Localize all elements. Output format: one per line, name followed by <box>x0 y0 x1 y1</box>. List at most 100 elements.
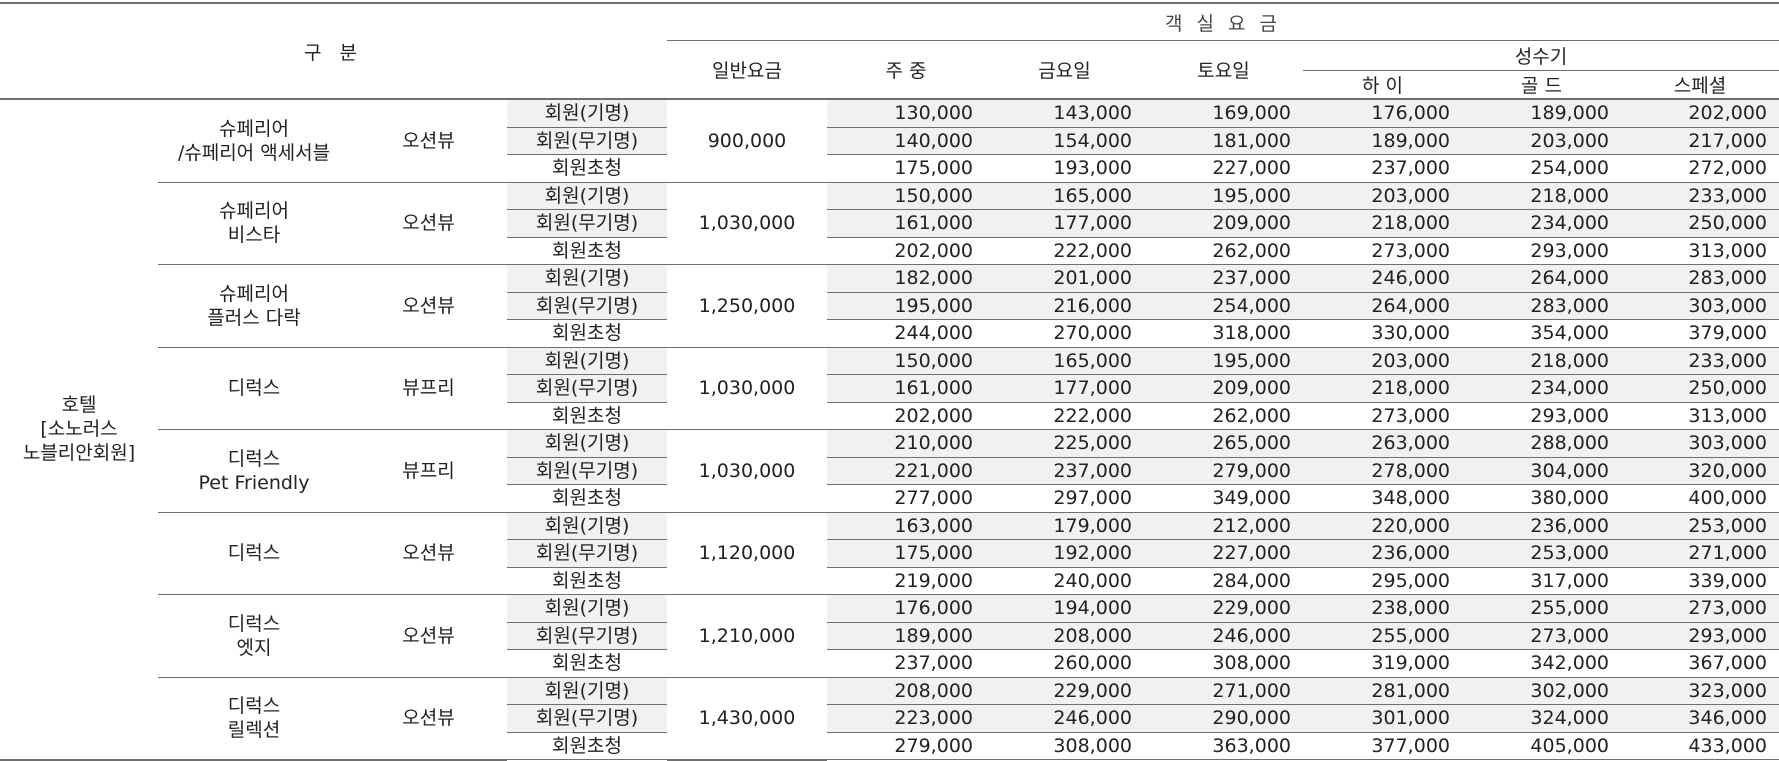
rate-cell-gold: 218,000 <box>1462 347 1621 375</box>
rate-cell-special: 379,000 <box>1621 319 1779 348</box>
rate-cell-special: 313,000 <box>1621 237 1779 265</box>
rate-cell-high: 273,000 <box>1303 402 1462 430</box>
rate-cell-friday: 143,000 <box>985 99 1144 128</box>
room-type-cell: 슈페리어/슈페리어 액세서블 <box>158 99 350 183</box>
rate-cell-gold: 293,000 <box>1462 237 1621 265</box>
member-type-cell: 회원(기명) <box>507 264 667 293</box>
general-rate-cell: 1,210,000 <box>667 594 827 678</box>
rate-cell-weekday: 175,000 <box>827 154 985 183</box>
member-type-cell: 회원(무기명) <box>507 374 667 403</box>
view-type-cell: 오션뷰 <box>350 264 507 348</box>
rate-cell-friday: 240,000 <box>985 567 1144 595</box>
member-type-cell: 회원(무기명) <box>507 292 667 320</box>
view-type-cell: 오션뷰 <box>350 182 507 265</box>
rate-cell-saturday: 308,000 <box>1144 649 1303 678</box>
rate-cell-saturday: 271,000 <box>1144 677 1303 705</box>
rate-cell-weekday: 176,000 <box>827 594 985 623</box>
header-saturday: 토요일 <box>1144 40 1303 100</box>
rate-cell-friday: 222,000 <box>985 237 1144 265</box>
table-row: 회원초청 277,000 297,000 349,000 348,000 380,000 4… <box>0 484 1779 513</box>
rate-cell-friday: 165,000 <box>985 182 1144 210</box>
rate-cell-special: 202,000 <box>1621 99 1779 128</box>
rate-cell-saturday: 284,000 <box>1144 567 1303 595</box>
rate-cell-friday: 229,000 <box>985 677 1144 705</box>
rate-cell-special: 313,000 <box>1621 402 1779 430</box>
header-gold: 골 드 <box>1462 70 1621 100</box>
rate-cell-friday: 237,000 <box>985 457 1144 485</box>
rate-cell-gold: 380,000 <box>1462 484 1621 513</box>
room-type-line1: 디럭스 <box>227 447 281 470</box>
rate-cell-high: 319,000 <box>1303 649 1462 678</box>
rate-cell-high: 295,000 <box>1303 567 1462 595</box>
general-rate-cell: 900,000 <box>667 99 827 183</box>
rate-cell-special: 320,000 <box>1621 457 1779 485</box>
rate-cell-gold: 218,000 <box>1462 182 1621 210</box>
room-type-line2: 플러스 다락 <box>207 306 301 329</box>
member-type-cell: 회원초청 <box>507 402 667 430</box>
rate-cell-high: 377,000 <box>1303 732 1462 760</box>
table-row: 호텔 [소노러스 노블리안회원] 슈페리어/슈페리어 액세서블 오션뷰 회원(기명) 900… <box>0 99 1779 761</box>
rate-cell-special: 303,000 <box>1621 292 1779 320</box>
rate-cell-weekday: 221,000 <box>827 457 985 485</box>
table-row: 회원초청 219,000 240,000 284,000 295,000 317,000 3… <box>0 567 1779 595</box>
member-type-cell: 회원(기명) <box>507 182 667 210</box>
room-type-line2: 엣지 <box>236 636 272 659</box>
rate-cell-gold: 288,000 <box>1462 429 1621 458</box>
table-row: 회원초청 202,000 222,000 262,000 273,000 293,000 3… <box>0 237 1779 265</box>
rate-cell-high: 237,000 <box>1303 154 1462 183</box>
table-row: 회원(무기명) 175,000 192,000 227,000 236,000 253,0… <box>0 539 1779 568</box>
room-type-line1: 디럭스 <box>227 695 281 717</box>
table-row: 회원(무기명) 161,000 177,000 209,000 218,000 234,0… <box>0 209 1779 238</box>
rate-cell-gold: 405,000 <box>1462 732 1621 760</box>
rate-cell-gold: 342,000 <box>1462 649 1621 678</box>
table-row: 디럭스 릴렉션 오션뷰 회원(기명) 1,430,000 208,000 229,000 27… <box>0 677 1779 761</box>
rate-cell-friday: 201,000 <box>985 264 1144 293</box>
rate-cell-weekday: 150,000 <box>827 347 985 375</box>
rate-cell-special: 283,000 <box>1621 264 1779 293</box>
rate-cell-saturday: 363,000 <box>1144 732 1303 760</box>
view-type-cell: 오션뷰 <box>350 594 507 678</box>
member-type-cell: 회원(기명) <box>507 677 667 705</box>
rate-cell-friday: 270,000 <box>985 319 1144 348</box>
room-type-line1: 디럭스 <box>227 612 281 635</box>
rate-cell-weekday: 202,000 <box>827 402 985 430</box>
rate-cell-high: 189,000 <box>1303 127 1462 155</box>
table-row: 회원초청 237,000 260,000 308,000 319,000 342,000 3… <box>0 649 1779 678</box>
rate-cell-weekday: 161,000 <box>827 374 985 403</box>
rate-cell-special: 293,000 <box>1621 622 1779 650</box>
rate-cell-high: 273,000 <box>1303 237 1462 265</box>
header-gubun: 구 분 <box>0 2 667 100</box>
rate-cell-weekday: 175,000 <box>827 539 985 568</box>
rate-cell-high: 255,000 <box>1303 622 1462 650</box>
header-general-rate: 일반요금 <box>667 40 827 100</box>
rate-cell-friday: 260,000 <box>985 649 1144 678</box>
rate-cell-gold: 234,000 <box>1462 374 1621 403</box>
header-weekday: 주 중 <box>827 40 985 100</box>
view-type-cell: 뷰프리 <box>350 347 507 430</box>
member-type-cell: 회원초청 <box>507 649 667 678</box>
rate-cell-weekday: 182,000 <box>827 264 985 293</box>
rate-cell-saturday: 246,000 <box>1144 622 1303 650</box>
table-row: 디럭스 Pet Friendly 뷰프리 회원(기명) 1,030,000 210,000… <box>0 429 1779 513</box>
rate-cell-special: 217,000 <box>1621 127 1779 155</box>
view-type-cell: 오션뷰 <box>350 677 507 761</box>
rate-cell-high: 301,000 <box>1303 704 1462 733</box>
rate-cell-gold: 236,000 <box>1462 512 1621 540</box>
room-type-line1: 슈페리어 <box>219 117 289 140</box>
rate-cell-gold: 317,000 <box>1462 567 1621 595</box>
rate-cell-weekday: 208,000 <box>827 677 985 705</box>
room-type-line1: 디럭스 <box>227 542 281 565</box>
rate-cell-friday: 222,000 <box>985 402 1144 430</box>
table-body: 호텔 [소노러스 노블리안회원] 슈페리어/슈페리어 액세서블 오션뷰 회원(기명) 900… <box>0 99 1779 761</box>
general-rate-cell: 1,030,000 <box>667 429 827 513</box>
rate-cell-weekday: 237,000 <box>827 649 985 678</box>
rate-cell-saturday: 195,000 <box>1144 182 1303 210</box>
rate-cell-gold: 293,000 <box>1462 402 1621 430</box>
member-type-cell: 회원(무기명) <box>507 457 667 485</box>
general-rate-cell: 1,120,000 <box>667 512 827 595</box>
view-type-cell: 오션뷰 <box>350 99 507 183</box>
header-peak-season: 성수기 <box>1303 40 1779 71</box>
rate-cell-high: 236,000 <box>1303 539 1462 568</box>
rate-cell-saturday: 318,000 <box>1144 319 1303 348</box>
